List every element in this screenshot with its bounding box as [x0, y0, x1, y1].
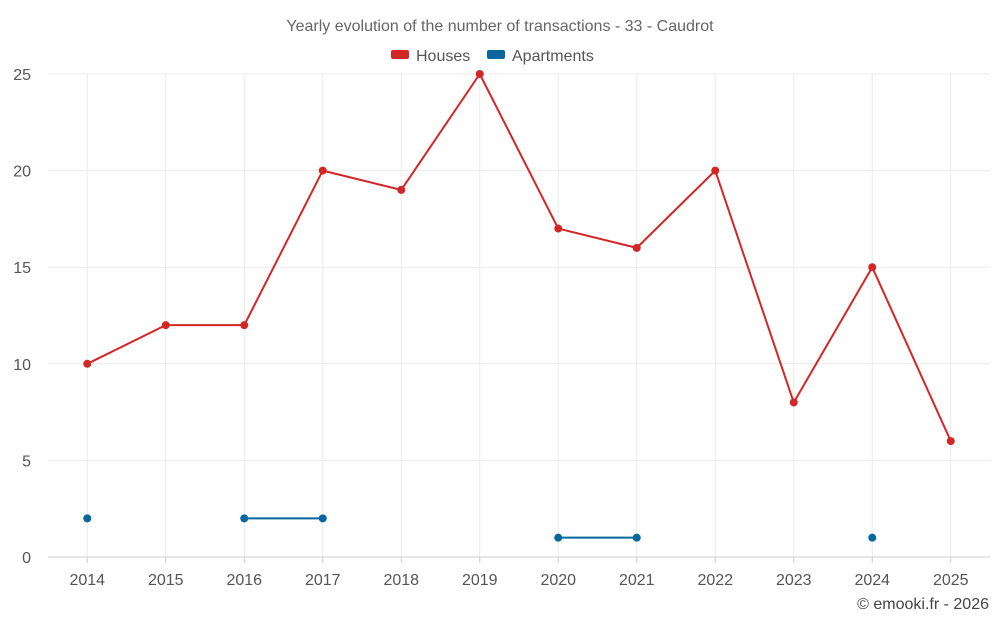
legend: Houses Apartments — [391, 48, 594, 65]
x-tick-label: 2023 — [776, 572, 812, 589]
data-point-houses[interactable] — [397, 185, 406, 194]
x-tick-label: 2024 — [854, 572, 890, 589]
data-point-houses[interactable] — [318, 166, 327, 175]
y-tick-label: 25 — [13, 67, 31, 84]
series-line-houses — [792, 266, 874, 404]
data-point-apartments[interactable] — [240, 514, 249, 523]
series-line-houses — [557, 227, 638, 249]
series-apartments — [83, 514, 877, 542]
y-tick-label: 15 — [13, 260, 31, 277]
series — [83, 70, 955, 542]
series-houses — [83, 70, 955, 446]
series-line-houses — [243, 169, 324, 327]
x-tick-label: 2025 — [933, 572, 969, 589]
data-point-houses[interactable] — [946, 437, 955, 446]
legend-item-houses[interactable]: Houses — [391, 48, 470, 65]
data-point-apartments[interactable] — [868, 533, 877, 542]
y-tick-label: 20 — [13, 164, 31, 181]
data-point-houses[interactable] — [161, 321, 170, 330]
data-point-houses[interactable] — [554, 224, 563, 233]
data-point-houses[interactable] — [475, 70, 484, 78]
x-tick-label: 2020 — [540, 572, 576, 589]
data-point-houses[interactable] — [789, 398, 798, 407]
x-tick-label: 2015 — [148, 572, 184, 589]
legend-label-houses: Houses — [416, 48, 470, 65]
series-line-houses — [86, 324, 167, 365]
series-line-houses — [635, 169, 717, 249]
data-point-houses[interactable] — [632, 243, 641, 252]
y-tick-label: 0 — [22, 550, 31, 567]
legend-swatch-apartments — [487, 50, 505, 59]
data-point-apartments[interactable] — [554, 533, 563, 542]
data-point-houses[interactable] — [240, 321, 249, 330]
data-point-houses[interactable] — [83, 359, 92, 368]
credit-text: © emooki.fr - 2026 — [857, 596, 989, 613]
x-tick-label: 2016 — [226, 572, 262, 589]
chart-title: Yearly evolution of the number of transa… — [286, 18, 714, 35]
data-point-houses[interactable] — [711, 166, 720, 175]
x-tick-label: 2022 — [697, 572, 733, 589]
data-point-apartments[interactable] — [632, 533, 641, 542]
data-point-apartments[interactable] — [318, 514, 327, 523]
x-tick-label: 2018 — [383, 572, 419, 589]
x-tick-label: 2017 — [305, 572, 341, 589]
y-tick-label: 5 — [22, 453, 31, 470]
grid — [48, 73, 990, 558]
x-tick-label: 2014 — [69, 572, 105, 589]
y-tick-label: 10 — [13, 357, 31, 374]
series-line-houses — [400, 73, 481, 191]
legend-item-apartments[interactable]: Apartments — [487, 48, 594, 65]
series-line-houses — [478, 73, 560, 230]
legend-swatch-houses — [391, 50, 409, 59]
series-line-houses — [871, 266, 952, 443]
legend-label-apartments: Apartments — [512, 48, 594, 65]
data-point-houses[interactable] — [868, 263, 877, 272]
x-tick-label: 2021 — [619, 572, 655, 589]
data-point-apartments[interactable] — [83, 514, 92, 523]
x-tick-label: 2019 — [462, 572, 498, 589]
series-line-houses — [714, 169, 795, 404]
series-line-houses — [321, 169, 403, 191]
